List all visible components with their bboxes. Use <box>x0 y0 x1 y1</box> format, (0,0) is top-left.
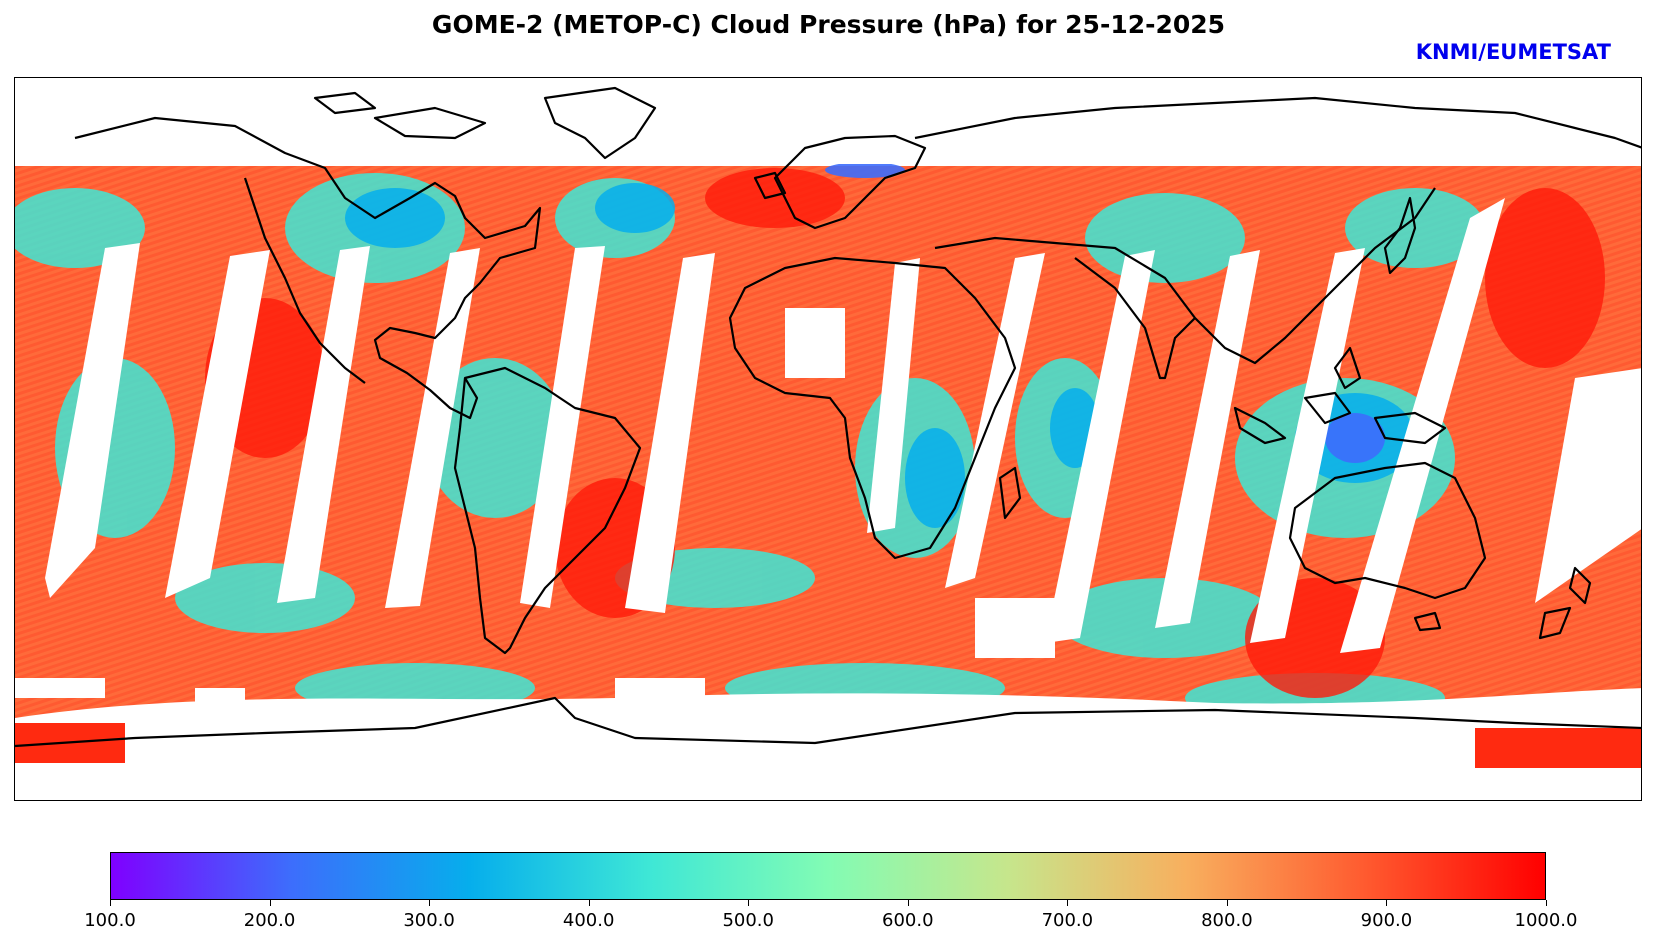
colorbar-tick <box>269 900 271 906</box>
colorbar-tick-label: 200.0 <box>243 910 296 931</box>
colorbar-tick-label: 900.0 <box>1360 910 1413 931</box>
colorbar <box>110 852 1546 900</box>
colorbar-tick <box>1226 900 1228 906</box>
colorbar-tick-label: 400.0 <box>562 910 615 931</box>
map-panel <box>14 77 1642 801</box>
colorbar-tick <box>1546 900 1547 906</box>
colorbar-tick-label: 700.0 <box>1041 910 1094 931</box>
colorbar-tick <box>1386 900 1388 906</box>
colorbar-tick-label: 500.0 <box>722 910 774 931</box>
coastlines <box>15 86 1641 748</box>
colorbar-tick <box>429 900 431 906</box>
map-title: GOME-2 (METOP-C) Cloud Pressure (hPa) fo… <box>431 10 1226 39</box>
cloud-field <box>15 78 1641 800</box>
colorbar-tick-label: 100.0 <box>84 910 136 931</box>
cloud-pressure-map <box>15 78 1641 800</box>
colorbar-tick <box>1067 900 1069 906</box>
colorbar-tick <box>748 900 750 906</box>
colorbar-tick <box>907 900 909 906</box>
colorbar-tick-label: 600.0 <box>882 910 934 931</box>
colorbar-tick <box>588 900 590 906</box>
colorbar-tick <box>110 900 111 906</box>
colorbar-tick-label: 1000.0 <box>1514 910 1578 931</box>
colorbar-tick-label: 800.0 <box>1201 910 1253 931</box>
colorbar-tick-label: 300.0 <box>403 910 455 931</box>
credit-label: KNMI/EUMETSAT <box>1415 40 1611 64</box>
